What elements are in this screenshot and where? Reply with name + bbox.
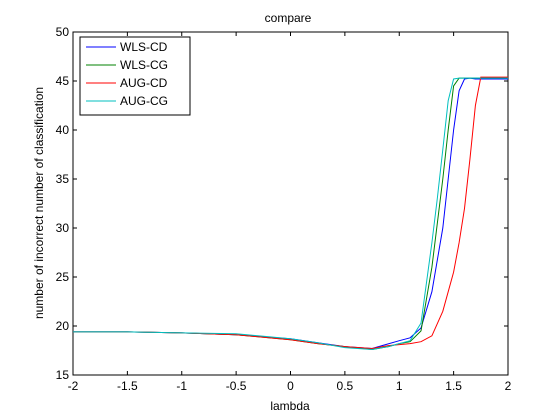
legend-label: AUG-CD	[120, 76, 168, 90]
y-tick-label: 30	[56, 221, 70, 235]
series-line-aug-cd	[73, 76, 508, 350]
y-tick-label: 20	[56, 319, 70, 333]
legend-label: AUG-CG	[120, 94, 168, 108]
legend-box	[79, 36, 191, 116]
y-tick-label: 50	[56, 25, 70, 39]
y-axis-label: number of incorrect number of classifica…	[32, 87, 46, 319]
x-tick-label: 2	[505, 379, 512, 393]
x-tick-label: -0.5	[226, 379, 247, 393]
x-tick-label: -1	[176, 379, 187, 393]
y-tick-label: 15	[56, 368, 70, 382]
axis-ticks: -2 -1.5 -1 -0.5 0 0.5 1 1.5 2 15 20 25 30 35 40 45 50	[56, 25, 512, 393]
x-tick-label: -2	[68, 379, 79, 393]
y-tick-label: 25	[56, 270, 70, 284]
y-tick-label: 40	[56, 123, 70, 137]
x-tick-label: 0.5	[337, 379, 354, 393]
series-lines	[73, 76, 508, 351]
x-axis-label: lambda	[270, 399, 310, 413]
legend-label: WLS-CG	[120, 58, 168, 72]
x-tick-label: 1	[396, 379, 403, 393]
chart-title: compare	[265, 11, 312, 25]
x-tick-label: 1.5	[445, 379, 462, 393]
y-tick-label: 45	[56, 74, 70, 88]
x-tick-label: -1.5	[117, 379, 138, 393]
y-tick-label: 35	[56, 172, 70, 186]
x-tick-label: 0	[287, 379, 294, 393]
legend: WLS-CD WLS-CG AUG-CD AUG-CG	[79, 36, 191, 116]
legend-label: WLS-CD	[120, 40, 168, 54]
series-line-aug-cg	[73, 77, 508, 351]
